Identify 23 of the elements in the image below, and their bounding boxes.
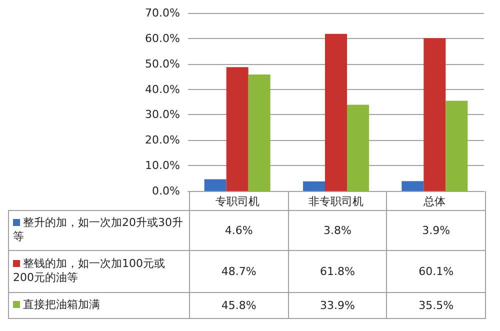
x-tick-label: 专职司机 — [215, 195, 260, 208]
data-label: 3.9% — [386, 210, 486, 250]
data-label: 48.7% — [190, 250, 288, 292]
x-tick-label: 非专职司机 — [308, 195, 364, 208]
data-label: 3.8% — [288, 210, 387, 250]
data-label: 60.1% — [386, 250, 486, 292]
data-label: 61.8% — [288, 250, 387, 292]
data-label: 45.8% — [190, 292, 288, 318]
y-tick-label: 20.0% — [145, 134, 180, 147]
x-tick-label: 总体 — [422, 195, 446, 208]
y-tick-label: 70.0% — [145, 6, 180, 20]
y-tick-label: 10.0% — [145, 159, 180, 172]
data-label: 4.6% — [190, 210, 288, 250]
y-tick-label: 30.0% — [145, 108, 180, 122]
legend-label: 整升的加，如一次加20升或30升等 — [8, 210, 190, 250]
y-tick-label: 0.0% — [152, 184, 180, 198]
y-tick-label: 40.0% — [145, 82, 180, 96]
data-label: 35.5% — [386, 292, 486, 318]
legend-label: 整钱的加，如一次加100元或200元的油等 — [8, 250, 190, 292]
data-label: 33.9% — [288, 292, 387, 318]
legend-label: 直接把油箱加满 — [8, 292, 190, 318]
y-tick-label: 60.0% — [145, 32, 180, 45]
y-tick-label: 50.0% — [145, 57, 180, 70]
